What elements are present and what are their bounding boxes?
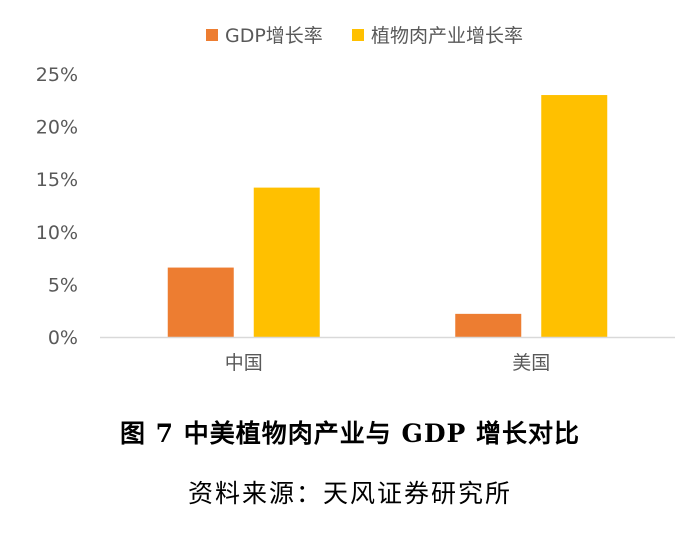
chart-legend: GDP增长率 植物肉产业增长率 bbox=[206, 25, 523, 47]
bar-chart: GDP增长率 植物肉产业增长率 0% 5% 10% 15% 20% 25% 中国 美国 bbox=[36, 25, 675, 374]
bar bbox=[541, 95, 608, 337]
y-tick-label: 10% bbox=[36, 222, 78, 244]
legend-label: GDP增长率 bbox=[225, 25, 323, 47]
bar bbox=[253, 187, 320, 337]
legend-label: 植物肉产业增长率 bbox=[371, 25, 523, 47]
bars bbox=[167, 95, 608, 337]
y-axis: 0% 5% 10% 15% 20% 25% bbox=[36, 64, 78, 349]
x-tick-label: 美国 bbox=[512, 352, 550, 374]
x-axis: 中国 美国 bbox=[100, 336, 675, 374]
legend-swatch bbox=[352, 29, 364, 41]
bar bbox=[167, 267, 234, 337]
figure-source: 资料来源：天风证券研究所 bbox=[187, 479, 512, 508]
bar bbox=[455, 313, 522, 337]
figure-caption: 图 7 中美植物肉产业与 GDP 增长对比 bbox=[119, 419, 581, 448]
legend-swatch bbox=[206, 29, 218, 41]
x-tick-label: 中国 bbox=[225, 352, 263, 374]
y-tick-label: 25% bbox=[36, 64, 78, 86]
y-tick-label: 5% bbox=[48, 274, 78, 296]
y-tick-label: 0% bbox=[48, 327, 78, 349]
y-tick-label: 20% bbox=[36, 117, 78, 139]
y-tick-label: 15% bbox=[36, 169, 78, 191]
